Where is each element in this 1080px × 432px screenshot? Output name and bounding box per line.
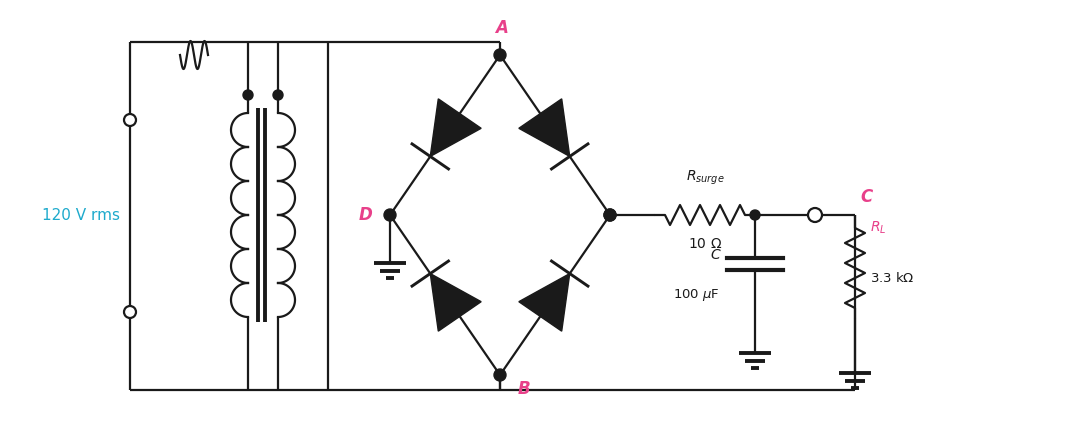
Polygon shape <box>430 99 482 156</box>
Circle shape <box>604 209 616 221</box>
Circle shape <box>494 49 507 61</box>
Text: D: D <box>359 206 372 224</box>
Text: $R_{surge}$: $R_{surge}$ <box>686 169 725 187</box>
Circle shape <box>750 210 760 220</box>
Text: $R_L$: $R_L$ <box>870 220 887 236</box>
Circle shape <box>604 209 616 221</box>
Polygon shape <box>430 273 482 331</box>
Text: C: C <box>711 248 720 262</box>
Text: C: C <box>860 188 873 206</box>
Circle shape <box>243 90 253 100</box>
Text: 10 $\Omega$: 10 $\Omega$ <box>688 237 723 251</box>
Text: A: A <box>496 19 509 37</box>
Polygon shape <box>518 99 570 156</box>
Circle shape <box>273 90 283 100</box>
Circle shape <box>494 369 507 381</box>
Text: 100 $\mu$F: 100 $\mu$F <box>673 287 720 303</box>
Text: 3.3 k$\Omega$: 3.3 k$\Omega$ <box>870 271 915 285</box>
Circle shape <box>384 209 396 221</box>
Text: 120 V rms: 120 V rms <box>42 207 120 222</box>
Polygon shape <box>518 273 570 331</box>
Text: B: B <box>518 380 530 398</box>
